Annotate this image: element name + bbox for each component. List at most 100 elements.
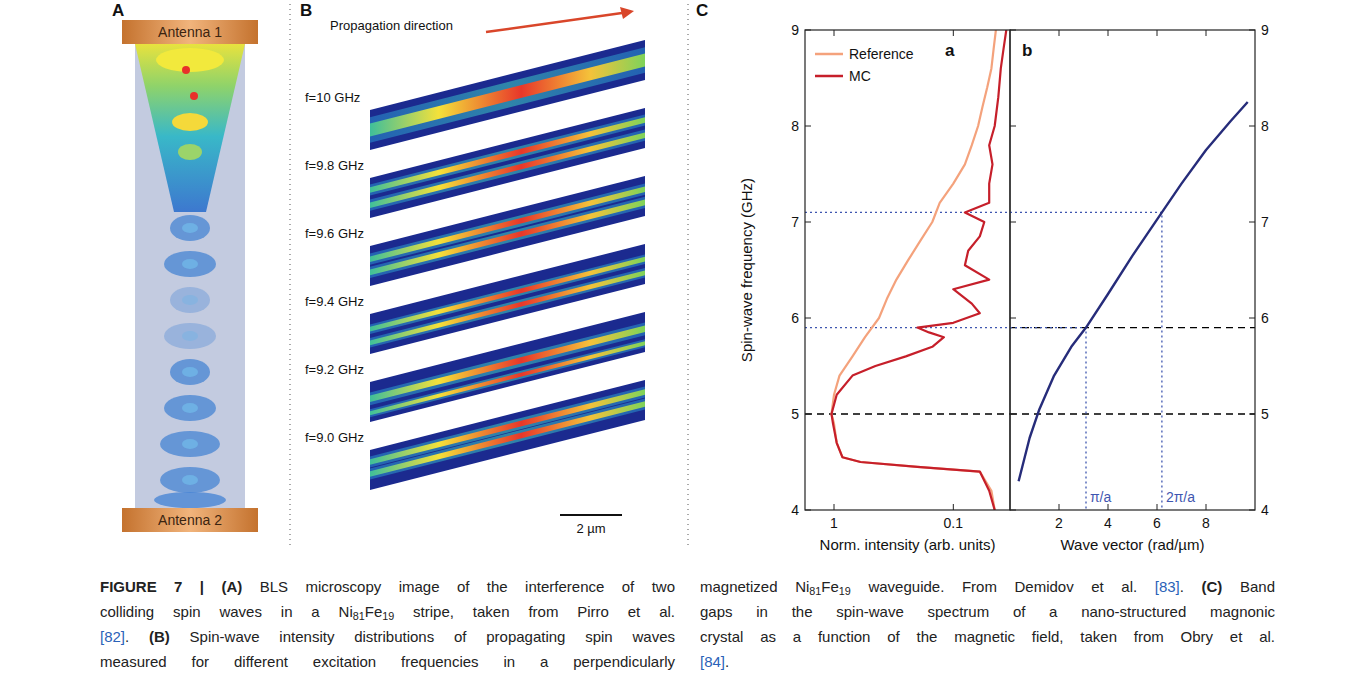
antenna xyxy=(122,508,258,532)
tick xyxy=(1157,504,1158,510)
intensity-band xyxy=(370,257,645,332)
frequency-label: f=9.0 GHz xyxy=(305,430,364,445)
caption-text: colliding spin waves in a Ni xyxy=(100,603,353,620)
tick-label: 6 xyxy=(1261,310,1269,326)
figure-svg: AAntenna 1Antenna 2BPropagation directio… xyxy=(0,0,1355,570)
separator xyxy=(688,4,689,548)
tick xyxy=(1249,318,1255,319)
spectrum-line xyxy=(832,30,1007,510)
caption-text: Spin-wave intensity distributions of pro… xyxy=(170,628,675,645)
legend-swatch xyxy=(815,53,843,56)
tick-label: 4 xyxy=(1261,502,1269,518)
caption-right: magnetized Ni81Fe19 waveguide. From Demi… xyxy=(700,574,1275,674)
caption-left: FIGURE 7 | (A) BLS microscopy image of t… xyxy=(100,574,675,674)
tick-label: 6 xyxy=(791,310,799,326)
legend-swatch xyxy=(815,75,843,78)
frequency-label: f=9.8 GHz xyxy=(305,158,364,173)
tick-label: 7 xyxy=(791,214,799,230)
tick xyxy=(1108,30,1109,36)
intensity-map-ground xyxy=(370,380,645,490)
caption-text: BLS microscopy image of the interference… xyxy=(242,578,675,595)
bls-image xyxy=(135,44,245,508)
panel-letter: B xyxy=(300,1,312,20)
tick xyxy=(1249,30,1255,31)
reference-line xyxy=(805,327,1010,328)
caption-line: colliding spin waves in a Ni81Fe19 strip… xyxy=(100,599,675,624)
antenna-label: Antenna 2 xyxy=(158,512,222,528)
caption-text: . xyxy=(1180,578,1202,595)
tick xyxy=(1206,504,1207,510)
bls-node xyxy=(182,331,198,341)
tick xyxy=(805,414,811,415)
caption-text: [83] xyxy=(1155,578,1180,595)
tick xyxy=(1108,504,1109,510)
bls-node xyxy=(182,223,198,233)
plot-b-data xyxy=(1010,102,1255,510)
tick-label: 7 xyxy=(1261,214,1269,230)
intensity-glow xyxy=(370,398,645,479)
tick xyxy=(805,510,811,511)
bls-node xyxy=(170,359,210,385)
bls-node xyxy=(160,467,220,493)
tick xyxy=(953,504,954,510)
caption-text: 19 xyxy=(382,610,394,622)
bls-node xyxy=(182,439,198,449)
tick-label: 4 xyxy=(1104,515,1112,531)
caption-text: waveguide. From Demidov et al. xyxy=(851,578,1155,595)
arrowhead xyxy=(620,7,634,19)
reference-line xyxy=(805,212,1010,213)
bls-node xyxy=(160,431,220,457)
plot-frame xyxy=(1010,30,1255,510)
caption-text: . xyxy=(725,653,729,670)
tick-label: 8 xyxy=(1261,118,1269,134)
caption-text: (C) xyxy=(1202,578,1223,595)
caption-line: FIGURE 7 | (A) BLS microscopy image of t… xyxy=(100,574,675,599)
tick-label: 2 xyxy=(1055,515,1063,531)
tick xyxy=(1157,30,1158,36)
bls-spot xyxy=(172,113,208,131)
bls-node xyxy=(170,287,210,313)
intensity-glow xyxy=(370,184,645,265)
tick xyxy=(1010,510,1016,511)
bls-node xyxy=(164,323,216,349)
frequency-label: f=9.6 GHz xyxy=(305,226,364,241)
tick-label: 5 xyxy=(1261,406,1269,422)
caption-line: crystal as a function of the magnetic fi… xyxy=(700,624,1275,649)
panel-letter: C xyxy=(696,1,708,20)
bls-node xyxy=(164,251,216,277)
legend-label: MC xyxy=(849,68,871,84)
tick xyxy=(1010,30,1016,31)
caption-line: [84]. xyxy=(700,649,1275,674)
bls-spot xyxy=(178,144,202,160)
bls-node xyxy=(182,367,198,377)
tick xyxy=(1059,30,1060,36)
caption-line: magnetized Ni81Fe19 waveguide. From Demi… xyxy=(700,574,1275,599)
tick-label: 5 xyxy=(791,406,799,422)
intensity-glow xyxy=(370,386,645,467)
bls-node xyxy=(182,403,198,413)
dispersion-line xyxy=(1019,102,1248,481)
sub-panel-letter: a xyxy=(945,41,955,60)
axis-title: Norm. intensity (arb. units) xyxy=(820,536,996,553)
bls-node xyxy=(154,492,226,508)
frequency-label: f=10 GHz xyxy=(305,90,360,105)
arrow xyxy=(486,13,622,32)
plot-a-data xyxy=(805,30,1010,510)
intensity-band xyxy=(370,401,645,477)
plot-frame xyxy=(805,30,1010,510)
scale-bar xyxy=(560,514,622,516)
caption-text: [82] xyxy=(100,628,125,645)
axis-title: Wave vector (rad/µm) xyxy=(1061,536,1205,553)
tick xyxy=(953,30,954,36)
bls-spot xyxy=(182,66,190,74)
sub-panel-letter: b xyxy=(1022,41,1032,60)
bls-node xyxy=(170,215,210,241)
tick xyxy=(1010,126,1016,127)
caption-line: measured for different excitation freque… xyxy=(100,649,675,674)
caption-text: [84] xyxy=(700,653,725,670)
tick xyxy=(805,222,811,223)
frequency-label: f=9.4 GHz xyxy=(305,294,364,309)
tick xyxy=(805,318,811,319)
panel-letter: A xyxy=(112,1,124,20)
caption-line: gaps in the spin-wave spectrum of a nano… xyxy=(700,599,1275,624)
